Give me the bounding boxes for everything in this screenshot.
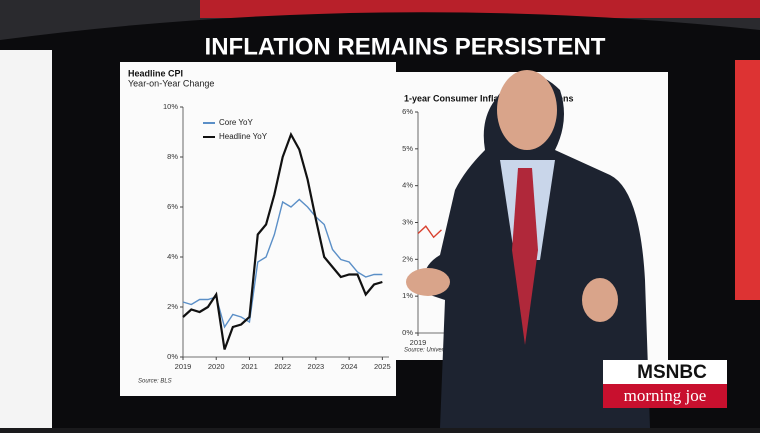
y-tick-label: 1% (402, 291, 413, 300)
x-tick-label: 2025 (374, 362, 391, 371)
presenter-head (497, 70, 557, 150)
y-tick-label: 6% (167, 202, 178, 211)
x-tick-label: 2024 (341, 362, 358, 371)
y-tick-label: 10% (163, 102, 178, 111)
y-tick-label: 8% (167, 152, 178, 161)
hand (406, 268, 450, 296)
left-panel (0, 50, 52, 428)
y-tick-label: 4% (402, 181, 413, 190)
x-tick-label: 2019 (175, 362, 192, 371)
chart-panel (120, 62, 396, 396)
y-tick-label: 0% (402, 328, 413, 337)
source: Source: University of Mi (404, 348, 468, 354)
chart-title: Headline CPI (128, 68, 183, 78)
legend-label: Headline YoY (219, 132, 268, 141)
show-logo: morning joe (624, 386, 707, 405)
y-tick-label: 0% (167, 352, 178, 361)
network-logo: MSNBC (637, 362, 707, 383)
chart-title: 1-year Consumer Inflation Expectations (404, 93, 574, 103)
x-tick-label: 2023 (308, 362, 325, 371)
tie (512, 168, 538, 345)
y-tick-label: 3% (402, 217, 413, 226)
x-tick-label: 2022 (274, 362, 291, 371)
series-line (417, 225, 442, 239)
hand (582, 278, 618, 322)
logo-bottom (603, 384, 727, 408)
right-edge (735, 60, 760, 300)
legend-label: Core YoY (219, 118, 253, 127)
series-line (182, 131, 383, 350)
source: Source: BLS (138, 379, 172, 385)
y-tick-label: 6% (402, 107, 413, 116)
x-tick-label: 2021 (241, 362, 258, 371)
y-tick-label: 2% (402, 254, 413, 263)
y-tick-label: 5% (402, 144, 413, 153)
chart-subtitle: Year-on-Year Change (128, 78, 214, 88)
y-tick-label: 4% (167, 252, 178, 261)
x-tick-label: 2020 (208, 362, 225, 371)
x-tick-label: 2019 (410, 338, 427, 347)
y-tick-label: 2% (167, 302, 178, 311)
logo-top (603, 360, 727, 384)
screen-title: INFLATION REMAINS PERSISTENT (205, 33, 606, 60)
